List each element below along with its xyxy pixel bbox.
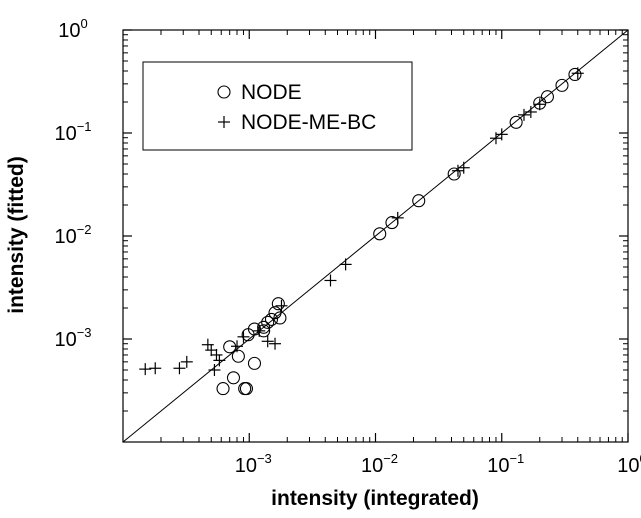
circle-point [271, 297, 285, 311]
y-axis-title: intensity (fitted) [5, 156, 28, 314]
data-points [139, 67, 584, 396]
circle-point [412, 194, 426, 208]
circle-point [247, 322, 262, 336]
plus-point [205, 344, 218, 357]
circle-point [268, 306, 282, 320]
x-tick-label: 10−2 [361, 451, 398, 477]
y-tick-label: 10−2 [54, 222, 91, 248]
circle-point [226, 371, 241, 385]
circle-point [447, 167, 461, 181]
y-tick-label: 100 [58, 16, 87, 42]
x-tick-label: 100 [617, 451, 641, 477]
legend-marker [218, 116, 230, 128]
plus-point [339, 258, 352, 271]
plus-point [524, 105, 537, 118]
circle-point [540, 90, 554, 104]
plus-point [324, 274, 337, 287]
plus-point [213, 354, 226, 367]
circle-point [257, 320, 271, 334]
series-node [216, 67, 582, 396]
circle-point [216, 382, 230, 396]
axis-ticks: 10−3 10−2 10−1 100 10−3 10−2 10−1 100 [54, 16, 641, 477]
circle-point [273, 311, 287, 325]
y-tick-label: 10−1 [54, 119, 91, 145]
plus-point [149, 362, 162, 375]
plus-point [208, 364, 221, 377]
plus-point [201, 338, 214, 351]
plus-point [139, 363, 152, 376]
plus-point [261, 335, 274, 348]
plus-point [210, 348, 223, 361]
plus-point [533, 98, 546, 111]
circle-point [261, 315, 275, 329]
circle-point [373, 227, 387, 241]
legend: NODE NODE-ME-BC [142, 61, 413, 151]
plus-point [180, 355, 193, 368]
plus-point [231, 340, 244, 353]
plus-point [269, 337, 282, 350]
plus-point [173, 362, 186, 375]
legend-box [142, 61, 413, 151]
legend-label: NODE [241, 81, 302, 104]
plus-point [275, 299, 288, 312]
plus-point [391, 211, 404, 224]
plus-point [457, 161, 470, 174]
circle-point [231, 349, 245, 363]
plus-point [495, 128, 508, 141]
legend-label: NODE-ME-BC [241, 111, 376, 134]
x-tick-label: 10−3 [235, 451, 272, 477]
plot-area: 10−3 10−2 10−1 100 10−3 10−2 10−1 100 [54, 16, 641, 477]
plus-point [237, 330, 250, 343]
plus-point [451, 164, 464, 177]
circle-point [247, 356, 262, 370]
plus-point [571, 67, 584, 80]
plus-point [253, 324, 266, 337]
y-tick-label: 10−3 [54, 325, 91, 351]
circle-point [239, 382, 253, 396]
legend-marker [217, 85, 231, 99]
circle-point [568, 67, 582, 82]
plus-point [517, 108, 530, 121]
circle-point [509, 115, 523, 129]
circle-point [264, 312, 279, 326]
x-tick-label: 10−1 [487, 451, 524, 477]
x-axis-title: intensity (integrated) [271, 487, 479, 510]
series-node-me-bc [139, 67, 584, 377]
circle-point [555, 78, 569, 92]
